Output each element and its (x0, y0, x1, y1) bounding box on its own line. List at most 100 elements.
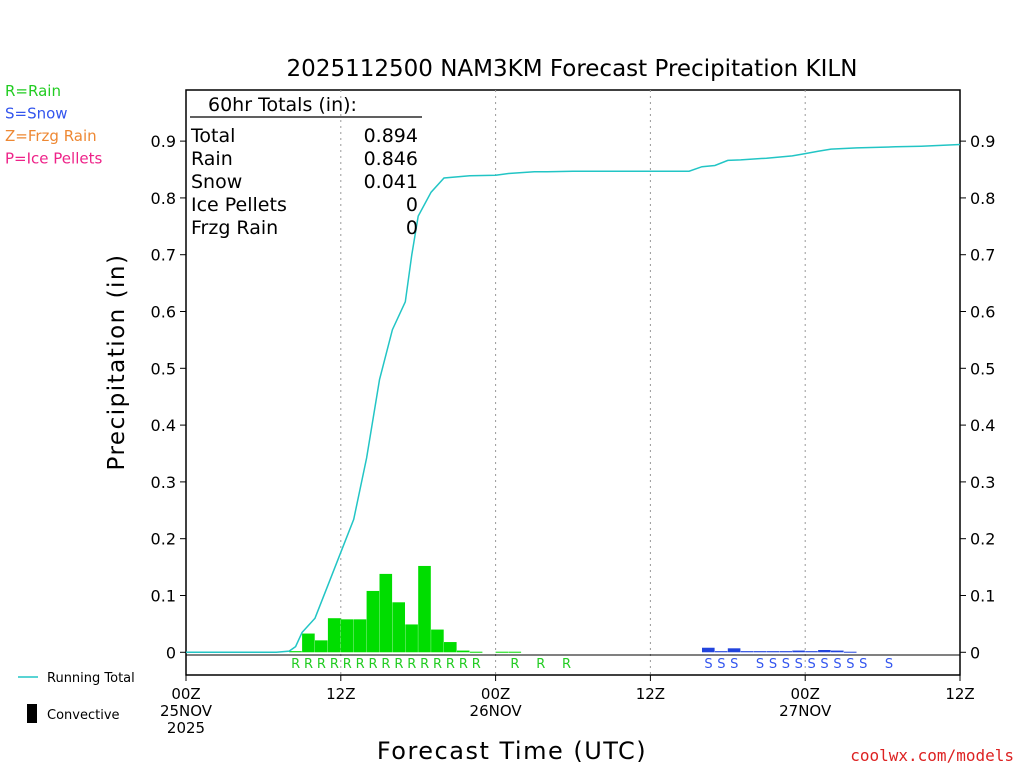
y-tick-label-right: 0.5 (970, 359, 995, 378)
precip-type-marker: S (859, 657, 867, 672)
y-tick-label-left: 0.7 (151, 246, 176, 265)
rain-bar (289, 651, 302, 653)
precip-type-marker: R (420, 657, 429, 672)
precip-type-marker: R (472, 657, 481, 672)
y-tick-label-right: 0.2 (970, 530, 995, 549)
precip-type-marker: R (536, 657, 545, 672)
totals-row-value: 0.894 (364, 125, 418, 147)
totals-row-label: Ice Pellets (191, 194, 287, 216)
snow-bar (714, 651, 728, 653)
y-tick-label-left: 0.2 (151, 530, 176, 549)
snow-bar (792, 650, 805, 653)
snow-bar (843, 651, 857, 653)
x-tick-label: 00Z (171, 685, 200, 703)
y-tick-label-left: 0 (166, 643, 176, 662)
precip-type-marker: R (459, 657, 468, 672)
rain-bar (340, 619, 354, 653)
snow-bar (727, 648, 741, 653)
precip-type-marker: R (330, 657, 339, 672)
precip-type-marker: S (704, 657, 712, 672)
precip-type-marker: R (394, 657, 403, 672)
precip-type-marker: S (730, 657, 738, 672)
snow-bar (740, 651, 754, 653)
snow-bar (779, 651, 792, 653)
rain-bar (315, 640, 328, 653)
totals-header: 60hr Totals (in): (208, 94, 357, 116)
precip-type-marker: S (756, 657, 764, 672)
x-tick-label: 12Z (326, 685, 355, 703)
y-tick-label-right: 0 (970, 643, 980, 662)
rain-bar (327, 618, 341, 653)
y-tick-label-left: 0.5 (151, 359, 176, 378)
running-total-line (186, 143, 961, 654)
totals-box: 60hr Totals (in): Total 0.894 Rain 0.846 Sno… (190, 94, 422, 239)
type-legend-item: P=Ice Pellets (5, 150, 102, 168)
totals-row-label: Frzg Rain (191, 217, 278, 239)
precip-type-marker: R (407, 657, 416, 672)
hourly-bars (289, 565, 857, 653)
rain-bar (418, 565, 431, 653)
plot-frame (185, 89, 961, 676)
precip-type-marker: S (808, 657, 816, 672)
precip-type-marker: R (381, 657, 390, 672)
precip-type-marker: S (846, 657, 854, 672)
y-tick-label-right: 0.8 (970, 189, 995, 208)
precip-type-marker: S (833, 657, 841, 672)
y-tick-label-left: 0.1 (151, 586, 176, 605)
rain-bar (302, 633, 315, 653)
y-tick-label-left: 0.4 (151, 416, 176, 435)
precip-type-marker: S (769, 657, 777, 672)
convective-legend-swatch (27, 704, 37, 723)
snow-bar (831, 650, 844, 653)
precip-type-marker: R (562, 657, 571, 672)
x-tick-label: 00Z (481, 685, 510, 703)
totals-row-value: 0 (406, 194, 418, 216)
precip-type-marker: R (510, 657, 519, 672)
totals-row-label: Total (190, 125, 235, 147)
precip-type-marker: R (356, 657, 365, 672)
totals-row-label: Rain (191, 148, 233, 170)
y-tick-label-right: 0.9 (970, 132, 995, 151)
x-tick-label: 2025 (167, 719, 205, 737)
totals-row-value: 0.846 (364, 148, 418, 170)
snow-bar (702, 647, 715, 653)
precip-type-marker: S (885, 657, 893, 672)
snow-bar (766, 651, 780, 653)
rain-bar (508, 651, 522, 653)
running-total-legend-label: Running Total (47, 671, 135, 686)
y-tick-label-left: 0.8 (151, 189, 176, 208)
y-tick-label-right: 0.1 (970, 586, 995, 605)
precip-type-marker: S (717, 657, 725, 672)
precip-type-legend: R=Rain S=Snow Z=Frzg Rain P=Ice Pellets (5, 82, 102, 168)
rain-bar (456, 650, 470, 653)
precip-type-marker: R (304, 657, 313, 672)
y-tick-label-left: 0.9 (151, 132, 176, 151)
type-legend-item: S=Snow (5, 105, 68, 123)
snow-bar (753, 651, 767, 653)
y-tick-label-right: 0.4 (970, 416, 995, 435)
type-legend-item: R=Rain (5, 82, 61, 100)
y-axis: 0 00.1 0.10.2 0.20.3 0.30.4 0.40.5 0.50.6 0.60.… (151, 132, 996, 662)
precip-type-marker: S (782, 657, 790, 672)
series-legend: Running Total Convective (18, 671, 135, 723)
y-tick-label-left: 0.6 (151, 303, 176, 322)
precip-type-marker: R (446, 657, 455, 672)
rain-bar (379, 573, 393, 653)
totals-row-label: Snow (191, 171, 242, 193)
rain-bar (366, 590, 380, 653)
type-legend-item: Z=Frzg Rain (5, 127, 97, 145)
convective-legend-label: Convective (47, 708, 120, 723)
rain-bar (405, 624, 418, 653)
snow-bar (818, 650, 831, 653)
y-tick-label-left: 0.3 (151, 473, 176, 492)
precip-type-marker: S (795, 657, 803, 672)
x-axis-label: Forecast Time (UTC) (377, 737, 647, 765)
precip-type-marker: R (343, 657, 352, 672)
chart-title: 2025112500 NAM3KM Forecast Precipitation… (287, 56, 858, 82)
precip-type-marker: R (369, 657, 378, 672)
totals-row-value: 0.041 (364, 171, 418, 193)
watermark: coolwx.com/models (850, 746, 1014, 765)
x-tick-label: 12Z (945, 685, 974, 703)
